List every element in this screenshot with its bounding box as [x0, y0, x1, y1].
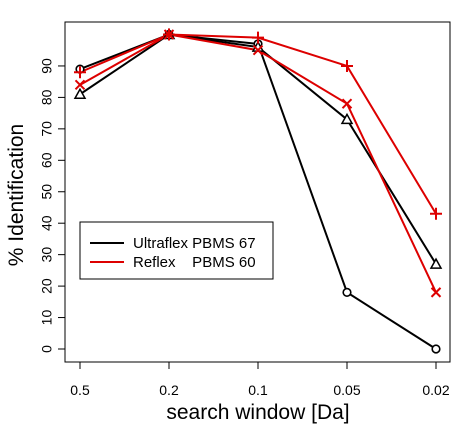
data-point [431, 344, 441, 354]
y-tick-label: 80 [39, 89, 55, 105]
data-point [430, 287, 442, 298]
series-line [79, 33, 437, 215]
series-markers-0 [75, 29, 441, 354]
x-tick-label: 0.5 [70, 382, 90, 398]
data-point [340, 112, 354, 125]
series-3 [79, 33, 437, 215]
data-point [341, 59, 353, 72]
x-axis: 0.5 0.2 0.1 0.05 0.02 [70, 362, 450, 398]
y-tick-label: 30 [39, 247, 55, 263]
data-point [252, 45, 264, 56]
x-tick-label: 0.1 [248, 382, 268, 398]
data-point [74, 66, 86, 79]
data-point [429, 257, 443, 269]
x-tick-label: 0.02 [422, 382, 449, 398]
data-point [73, 87, 87, 100]
data-point [163, 28, 175, 41]
series-line [79, 33, 437, 350]
x-tick-label: 0.2 [159, 382, 179, 398]
legend-box [79, 221, 274, 280]
data-point [430, 207, 442, 220]
data-point [252, 31, 264, 44]
y-tick-label: 40 [39, 215, 55, 231]
x-tick-label: 0.05 [333, 382, 360, 398]
data-point [74, 79, 86, 91]
y-axis: 0 10 20 30 40 50 60 70 80 90 [39, 58, 65, 353]
y-axis-title: % Identification [5, 124, 28, 266]
series-markers-3 [74, 28, 442, 220]
series-layer [73, 27, 443, 354]
y-tick-label: 0 [39, 345, 55, 353]
data-point [342, 287, 352, 297]
y-tick-label: 60 [39, 152, 55, 168]
y-tick-label: 90 [39, 58, 55, 74]
y-tick-label: 20 [39, 278, 55, 294]
legend-label: Ultraflex PBMS 67 [133, 235, 256, 252]
legend-label: Reflex PBMS 60 [133, 254, 256, 271]
x-axis-title: search window [Da] [166, 401, 349, 424]
y-tick-label: 50 [39, 184, 55, 200]
legend: Ultraflex PBMS 67 Reflex PBMS 60 [79, 221, 274, 280]
series-0 [79, 33, 437, 350]
y-tick-label: 10 [39, 310, 55, 326]
y-tick-label: 70 [39, 121, 55, 137]
data-point [341, 98, 353, 109]
